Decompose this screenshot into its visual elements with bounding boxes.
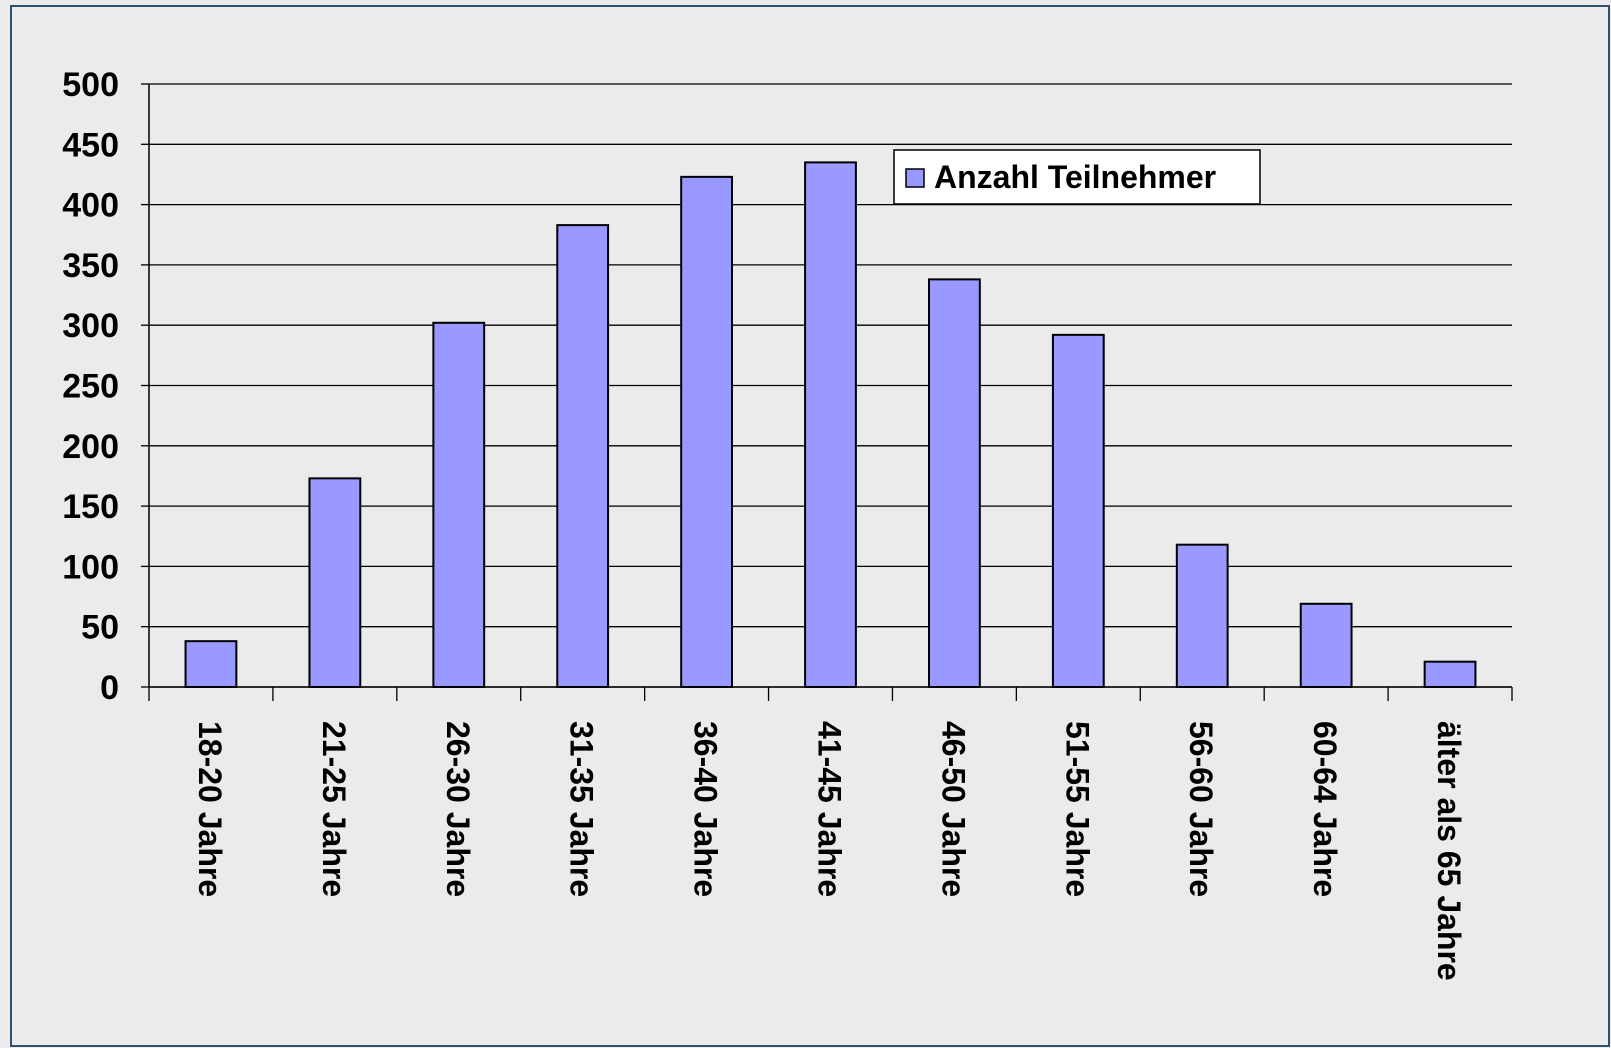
bar	[928, 278, 981, 688]
x-tick-label: 26-30 Jahre	[440, 721, 476, 897]
y-tick-label: 0	[100, 669, 119, 707]
bar	[184, 640, 238, 688]
y-tick-label: 450	[62, 126, 119, 164]
y-tick-label: 250	[62, 368, 119, 406]
legend-swatch	[905, 168, 925, 188]
legend-box	[893, 149, 1261, 205]
y-tick-label: 500	[62, 66, 119, 104]
y-tick-label: 300	[62, 307, 119, 345]
x-tick-label: 31-35 Jahre	[564, 721, 600, 897]
bar	[1423, 660, 1477, 689]
x-tick-label: 21-25 Jahre	[316, 721, 352, 897]
x-tick-label: 18-20 Jahre	[192, 721, 228, 897]
bar	[556, 224, 610, 689]
y-tick-label: 400	[62, 187, 119, 225]
x-tick-label: älter als 65 Jahre	[1431, 721, 1467, 981]
bar	[1051, 333, 1105, 688]
x-tick-label: 41-45 Jahre	[812, 721, 848, 897]
bar	[1175, 543, 1229, 689]
x-tick-label: 36-40 Jahre	[688, 721, 724, 897]
x-tick-label: 56-60 Jahre	[1183, 721, 1219, 897]
bar	[432, 321, 486, 688]
y-tick-label: 350	[62, 247, 119, 285]
y-tick-label: 200	[62, 428, 119, 466]
bar	[804, 161, 857, 688]
y-tick-label: 100	[62, 548, 119, 586]
x-tick-label: 46-50 Jahre	[935, 721, 971, 897]
y-tick-label: 50	[81, 609, 119, 647]
x-tick-label: 51-55 Jahre	[1059, 721, 1095, 897]
y-tick-label: 150	[62, 488, 119, 526]
x-tick-label: 60-64 Jahre	[1307, 721, 1343, 897]
legend-label: Anzahl Teilnehmer	[934, 159, 1216, 195]
bar	[680, 175, 733, 688]
bar	[1299, 602, 1353, 689]
bar	[308, 477, 362, 688]
